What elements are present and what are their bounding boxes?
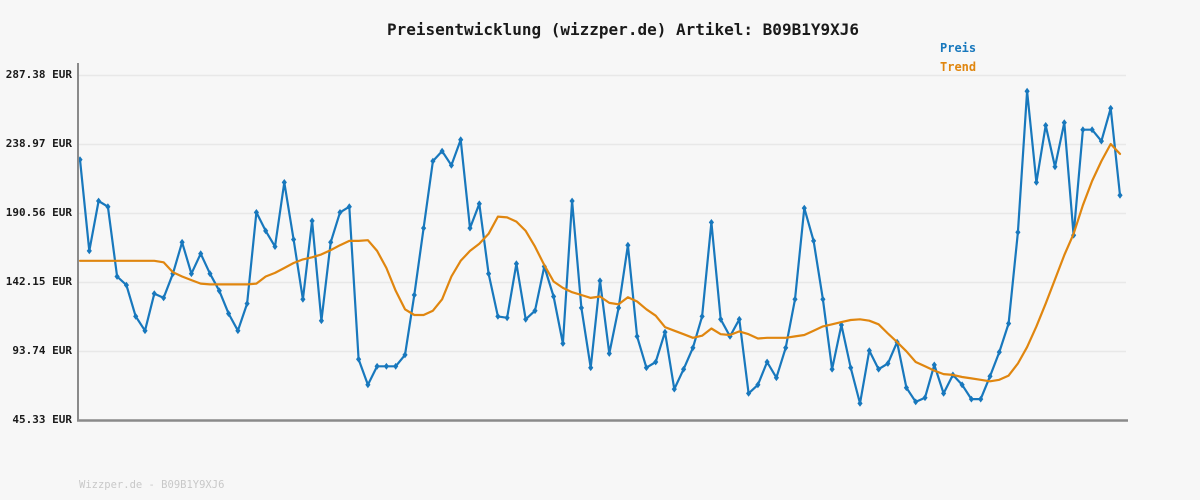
legend-item-preis: Preis [940, 41, 977, 55]
y-axis-tick-label: 142.15 EUR [5, 275, 72, 288]
chart-title: Preisentwicklung (wizzper.de) Artikel: B… [386, 20, 860, 39]
legend-item-trend: Trend [940, 60, 977, 74]
watermark-text: Wizzper.de - B09B1Y9XJ6 [79, 479, 225, 491]
preis-markers [77, 87, 1123, 407]
y-axis-tick-label: 287.38 EUR [5, 68, 72, 81]
chart-legend: Preis Trend [940, 39, 976, 77]
y-axis-tick-label: 45.33 EUR [12, 413, 72, 426]
trend-line [78, 142, 1122, 383]
y-axis-tick-label: 93.74 EUR [12, 344, 72, 357]
y-axis-tick-label: 190.56 EUR [5, 206, 72, 219]
y-axis-tick-label: 238.97 EUR [5, 137, 72, 150]
preis-line [78, 90, 1122, 405]
